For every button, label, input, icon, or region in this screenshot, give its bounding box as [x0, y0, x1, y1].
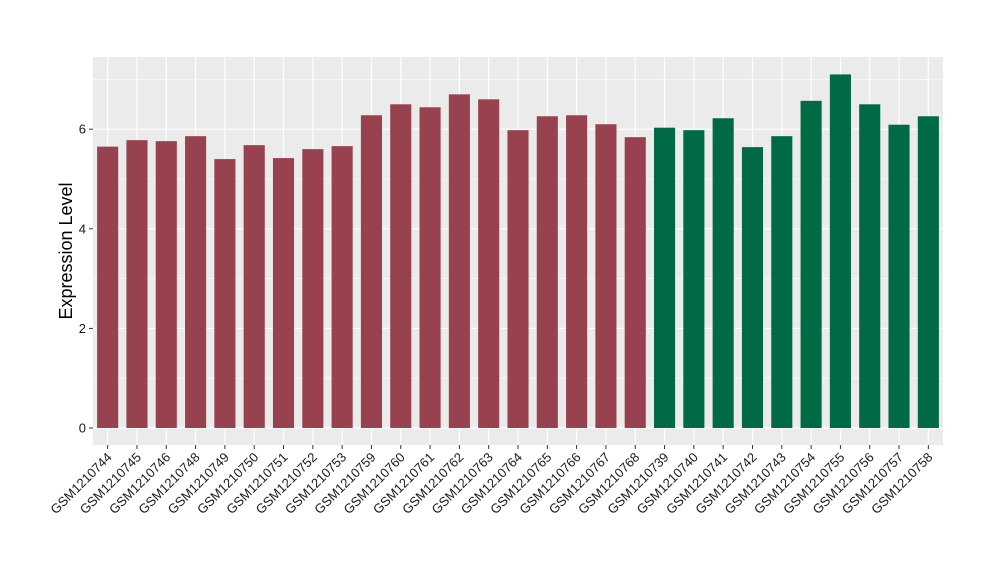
bar	[97, 146, 119, 428]
bar	[507, 130, 529, 429]
bar	[155, 141, 177, 429]
bar	[566, 115, 588, 429]
bar	[302, 149, 324, 428]
bar	[272, 158, 295, 429]
bars	[97, 74, 939, 429]
bar	[595, 124, 617, 428]
bar	[654, 127, 676, 429]
bar	[448, 94, 470, 428]
y-tick-label: 2	[79, 321, 86, 336]
y-tick-label: 6	[79, 122, 86, 137]
bar	[829, 74, 851, 429]
bar	[185, 136, 207, 428]
y-tick-label: 4	[79, 221, 86, 236]
bar	[360, 115, 382, 429]
y-axis-title: Expression Level	[56, 182, 76, 319]
bar	[859, 104, 881, 429]
x-axis: GSM1210744GSM1210745GSM1210746GSM1210748…	[47, 445, 935, 517]
y-tick-label: 0	[79, 421, 86, 436]
bar	[771, 136, 793, 428]
bar	[214, 159, 236, 428]
bar	[888, 124, 910, 428]
bar	[390, 104, 412, 429]
bar	[800, 100, 822, 429]
y-axis: 0 2 4 6	[79, 122, 93, 436]
bar	[741, 147, 764, 429]
bar	[683, 130, 705, 429]
bar	[624, 137, 646, 428]
bar	[243, 145, 265, 429]
bar	[126, 140, 148, 428]
bar	[419, 107, 441, 429]
bar	[536, 116, 558, 428]
bar	[712, 118, 734, 428]
bar	[917, 116, 939, 428]
bar	[331, 146, 353, 428]
bar	[478, 99, 500, 428]
